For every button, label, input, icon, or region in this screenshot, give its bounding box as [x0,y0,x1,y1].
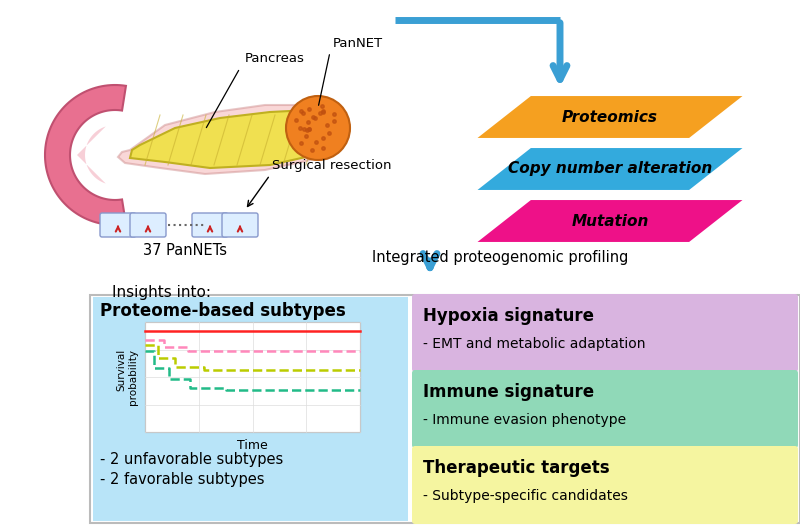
FancyBboxPatch shape [222,213,258,237]
Text: - 2 unfavorable subtypes: - 2 unfavorable subtypes [100,452,283,467]
Text: Integrated proteogenomic profiling: Integrated proteogenomic profiling [372,250,628,265]
Text: - Immune evasion phenotype: - Immune evasion phenotype [423,413,626,427]
Text: Insights into:: Insights into: [112,285,211,300]
FancyBboxPatch shape [90,295,800,523]
Text: Copy number alteration: Copy number alteration [508,162,712,176]
FancyBboxPatch shape [93,297,408,521]
Text: Surgical resection: Surgical resection [272,159,391,172]
Text: Mutation: Mutation [571,214,649,228]
Text: 37 PanNETs: 37 PanNETs [143,243,227,258]
FancyBboxPatch shape [412,446,798,524]
Polygon shape [118,105,335,174]
Text: Hypoxia signature: Hypoxia signature [423,307,594,325]
FancyBboxPatch shape [412,370,798,448]
FancyBboxPatch shape [412,294,798,372]
FancyBboxPatch shape [100,213,136,237]
Text: Proteome-based subtypes: Proteome-based subtypes [100,302,346,320]
Text: Therapeutic targets: Therapeutic targets [423,459,610,477]
FancyBboxPatch shape [192,213,228,237]
Polygon shape [77,127,106,183]
Bar [145,322,360,432]
Polygon shape [45,85,126,225]
Text: Immune signature: Immune signature [423,383,594,401]
Text: - 2 favorable subtypes: - 2 favorable subtypes [100,472,265,487]
Polygon shape [474,95,746,139]
Text: Time: Time [237,439,268,452]
Text: - EMT and metabolic adaptation: - EMT and metabolic adaptation [423,337,646,351]
Circle shape [286,96,350,160]
Text: PanNET: PanNET [333,37,383,50]
Text: Proteomics: Proteomics [562,110,658,125]
Text: Pancreas: Pancreas [245,52,305,65]
Text: Survival
probability: Survival probability [117,349,138,405]
FancyBboxPatch shape [130,213,166,237]
Polygon shape [474,147,746,191]
Text: - Subtype-specific candidates: - Subtype-specific candidates [423,489,628,503]
Polygon shape [474,199,746,243]
Polygon shape [130,110,330,168]
